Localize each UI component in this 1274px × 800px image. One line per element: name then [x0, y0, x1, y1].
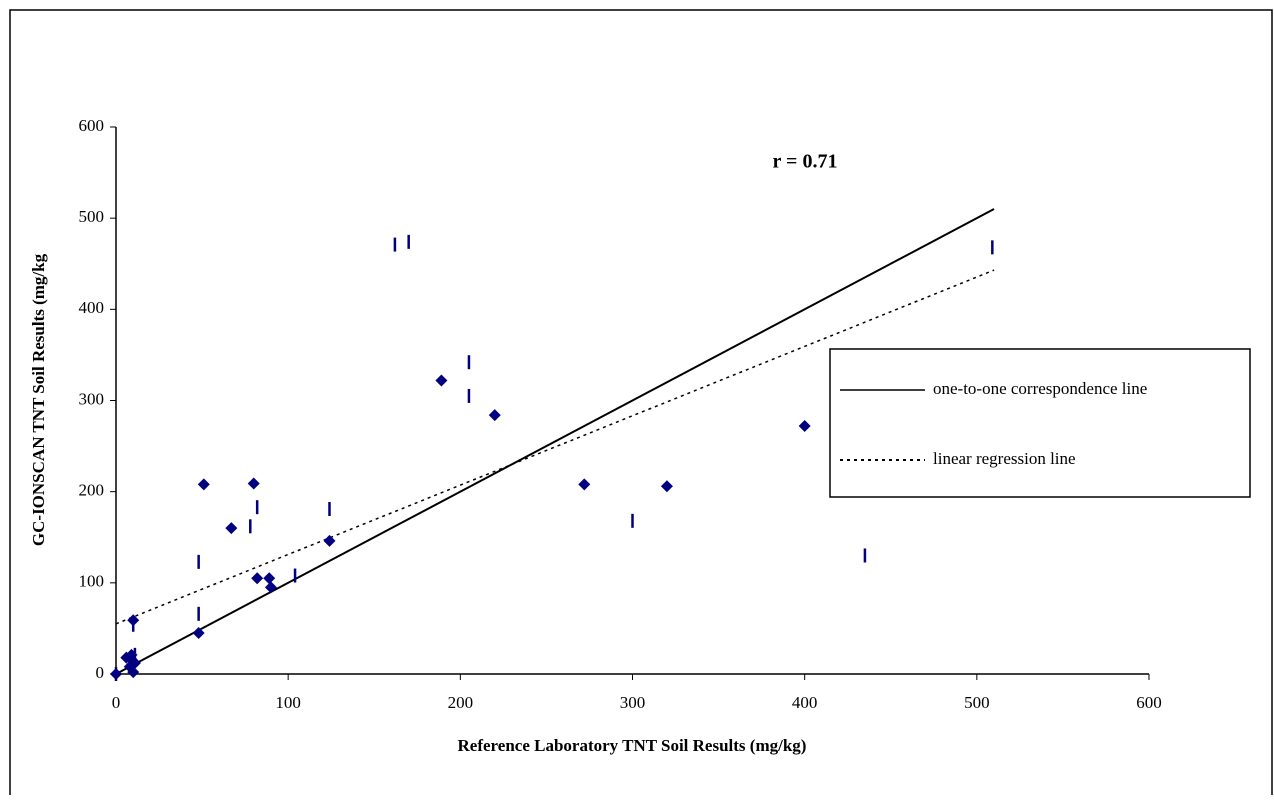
x-tick-label: 500	[964, 693, 990, 712]
x-tick-label: 400	[792, 693, 818, 712]
point	[247, 477, 260, 490]
x-tick-label: 100	[275, 693, 301, 712]
point	[264, 581, 277, 594]
point	[197, 478, 210, 491]
point	[488, 409, 501, 422]
point	[435, 374, 448, 387]
y-tick-label: 400	[79, 298, 105, 317]
point	[225, 522, 238, 535]
x-tick-label: 600	[1136, 693, 1162, 712]
point	[660, 480, 673, 493]
point	[127, 666, 140, 679]
x-axis-label: Reference Laboratory TNT Soil Results (m…	[458, 736, 807, 755]
point	[251, 572, 264, 585]
point	[192, 626, 205, 639]
x-tick-label: 300	[620, 693, 646, 712]
y-tick-label: 0	[96, 663, 105, 682]
y-tick-label: 500	[79, 207, 105, 226]
y-axis-label: GC-IONSCAN TNT Soil Results (mg/kg	[29, 253, 48, 546]
point	[798, 420, 811, 433]
x-tick-label: 0	[112, 693, 121, 712]
chart-frame	[9, 9, 1273, 800]
legend-box	[829, 348, 1251, 498]
point	[323, 534, 336, 547]
annotation: r = 0.71	[773, 151, 838, 173]
x-tick-label: 200	[448, 693, 474, 712]
y-tick-label: 200	[79, 481, 105, 500]
line	[115, 208, 995, 675]
legend-label: linear regression line	[933, 449, 1076, 468]
y-tick-label: 300	[79, 389, 105, 408]
point	[263, 572, 276, 585]
legend-label: one-to-one correspondence line	[933, 379, 1147, 398]
y-tick-label: 100	[79, 572, 105, 591]
point	[578, 478, 591, 491]
y-tick-label: 600	[79, 116, 105, 135]
